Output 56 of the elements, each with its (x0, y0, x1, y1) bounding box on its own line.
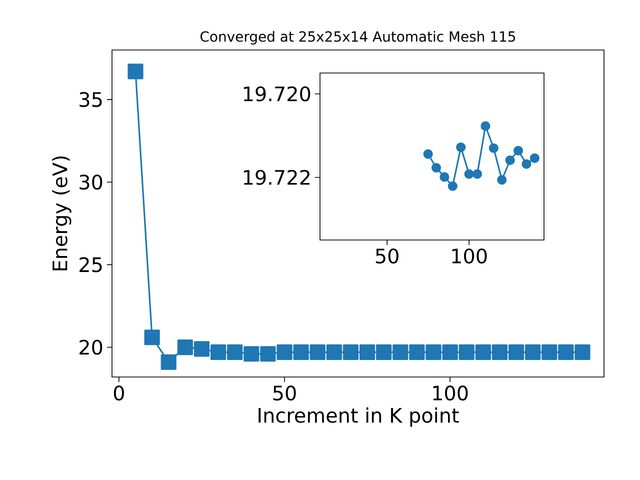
point (456, 142, 466, 152)
y-tick-label: 19.720 (244, 86, 310, 102)
x-tick-label: 50 (376, 248, 398, 264)
point (513, 146, 524, 156)
point (392, 344, 408, 360)
y-tick-label: 25 (80, 257, 102, 272)
point (244, 346, 260, 362)
point (464, 169, 474, 179)
point (475, 344, 491, 360)
point (326, 344, 342, 360)
x-tick-label: 0 (114, 386, 124, 401)
point (194, 341, 210, 357)
point (525, 344, 541, 360)
point (574, 344, 590, 360)
point (359, 344, 376, 360)
point (376, 344, 392, 360)
x-tick-label: 50 (273, 386, 296, 401)
y-axis-title: Energy (eV) (52, 156, 72, 270)
point (423, 149, 433, 159)
y-tick-label: 35 (80, 92, 102, 108)
x-tick-label: 100 (452, 248, 487, 264)
point (442, 344, 458, 360)
point (480, 121, 490, 131)
point (448, 181, 458, 191)
point (342, 344, 359, 360)
point (522, 159, 532, 169)
point (260, 346, 276, 362)
chart-title: Converged at 25x25x14 Automatic Mesh 115 (200, 31, 516, 45)
point (492, 344, 508, 360)
point (293, 344, 309, 360)
point (508, 344, 524, 360)
point (276, 344, 292, 360)
point (310, 344, 326, 360)
point (128, 64, 144, 80)
x-tick-label: 100 (433, 386, 468, 401)
point (542, 344, 558, 360)
point (177, 339, 193, 356)
x-axis-title: Increment in K point (258, 407, 459, 427)
point (530, 153, 540, 163)
y-tick-label: 19.722 (244, 170, 310, 185)
point (558, 344, 574, 360)
y-tick-label: 20 (80, 340, 102, 355)
y-tick-label: 30 (80, 174, 102, 190)
point (426, 344, 442, 360)
point (472, 169, 482, 179)
point (409, 344, 425, 360)
point (431, 162, 442, 173)
point (497, 175, 507, 185)
point (160, 354, 176, 370)
point (144, 330, 160, 346)
point (458, 344, 474, 360)
point (210, 344, 226, 360)
point (488, 143, 498, 153)
point (227, 344, 243, 360)
point (505, 155, 515, 166)
point (440, 172, 450, 182)
